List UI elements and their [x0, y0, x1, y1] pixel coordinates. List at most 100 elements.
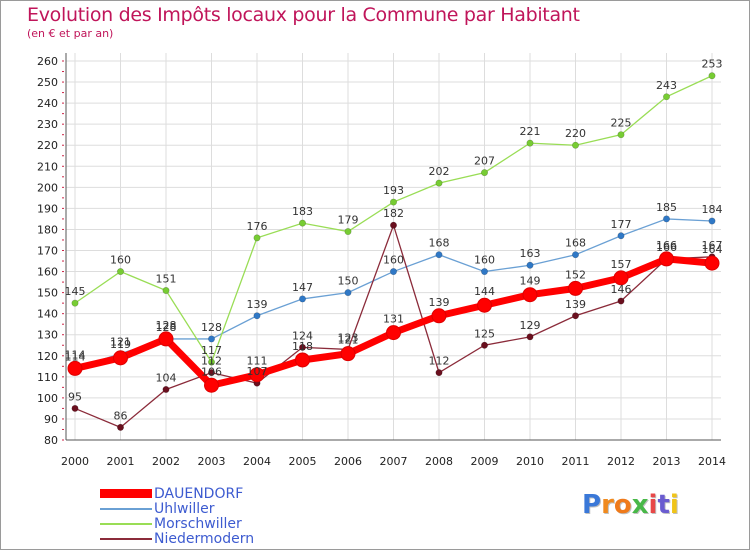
data-label-dauendorf: 157 — [611, 258, 632, 271]
data-point-morschwiller — [435, 179, 443, 187]
data-point-uhlwiller — [480, 268, 488, 276]
data-point-dauendorf — [158, 331, 174, 347]
data-point-morschwiller — [662, 93, 670, 101]
data-point-uhlwiller — [708, 217, 716, 225]
data-point-dauendorf — [431, 308, 447, 324]
legend-swatch-uhlwiller — [100, 508, 152, 510]
data-label-morschwiller: 202 — [429, 165, 450, 178]
data-label-morschwiller: 183 — [292, 205, 313, 218]
data-label-dauendorf: 166 — [656, 239, 677, 252]
data-point-niedermodern — [71, 404, 79, 412]
data-point-dauendorf — [522, 287, 538, 303]
data-point-morschwiller — [571, 141, 579, 149]
data-label-morschwiller: 179 — [338, 214, 359, 227]
data-label-niedermodern: 124 — [292, 329, 313, 342]
data-point-morschwiller — [208, 358, 216, 366]
data-point-morschwiller — [253, 234, 261, 242]
data-label-dauendorf: 119 — [110, 338, 131, 351]
data-point-morschwiller — [71, 299, 79, 307]
data-label-uhlwiller: 114 — [65, 350, 86, 363]
data-label-uhlwiller: 128 — [156, 321, 177, 334]
data-label-uhlwiller: 128 — [201, 321, 222, 334]
y-tick-label: 210 — [37, 160, 58, 173]
data-label-morschwiller: 145 — [65, 285, 86, 298]
data-point-dauendorf — [249, 367, 265, 383]
data-point-niedermodern — [617, 297, 625, 305]
data-point-niedermodern — [571, 312, 579, 320]
data-point-morschwiller — [117, 268, 125, 276]
x-tick-label: 2011 — [562, 455, 590, 468]
data-point-uhlwiller — [617, 232, 625, 240]
x-tick-label: 2012 — [607, 455, 635, 468]
data-point-dauendorf — [659, 251, 674, 267]
y-tick-label: 120 — [37, 350, 58, 363]
data-point-uhlwiller — [253, 312, 261, 320]
x-tick-label: 2004 — [243, 455, 271, 468]
data-point-niedermodern — [162, 385, 170, 393]
data-label-dauendorf: 149 — [520, 275, 541, 288]
y-tick-label: 140 — [37, 308, 58, 321]
y-tick-label: 80 — [44, 434, 58, 447]
logo-letter: x — [631, 490, 649, 520]
data-label-morschwiller: 220 — [565, 127, 586, 140]
logo-letter: P — [582, 490, 602, 520]
data-point-morschwiller — [708, 72, 716, 80]
data-label-niedermodern: 95 — [68, 390, 82, 403]
data-label-uhlwiller: 163 — [520, 247, 541, 260]
data-label-dauendorf: 128 — [156, 319, 177, 332]
chart-subtitle: (en € et par an) — [27, 27, 114, 40]
y-tick-label: 100 — [37, 392, 58, 405]
data-label-uhlwiller: 160 — [474, 254, 495, 267]
y-tick-label: 190 — [37, 202, 58, 215]
legend-swatch-dauendorf — [100, 489, 152, 498]
y-tick-label: 240 — [37, 97, 58, 110]
data-point-morschwiller — [162, 287, 170, 295]
data-label-niedermodern: 112 — [429, 355, 450, 368]
x-tick-label: 2005 — [289, 455, 317, 468]
legend-swatch-niedermodern — [100, 538, 152, 540]
data-label-dauendorf: 114 — [65, 348, 86, 361]
data-label-morschwiller: 225 — [611, 117, 632, 130]
data-point-dauendorf — [568, 280, 583, 296]
logo-letter: i — [648, 490, 658, 520]
data-label-dauendorf: 144 — [474, 285, 495, 298]
data-label-niedermodern: 182 — [383, 207, 404, 220]
x-tick-label: 2009 — [471, 455, 499, 468]
data-label-morschwiller: 207 — [474, 155, 495, 168]
data-label-dauendorf: 111 — [247, 355, 268, 368]
data-point-niedermodern — [298, 343, 306, 351]
data-label-dauendorf: 152 — [565, 268, 586, 281]
data-label-uhlwiller: 139 — [247, 298, 268, 311]
data-label-uhlwiller: 184 — [702, 203, 723, 216]
proxiti-logo: Proxiti — [582, 490, 679, 520]
logo-letter: i — [669, 490, 679, 520]
x-tick-label: 2002 — [152, 455, 180, 468]
logo-letter: o — [613, 490, 632, 520]
data-point-uhlwiller — [298, 295, 306, 303]
data-label-morschwiller: 151 — [156, 273, 177, 286]
y-tick-label: 180 — [37, 223, 58, 236]
chart-title: Evolution des Impôts locaux pour la Comm… — [27, 4, 580, 26]
data-point-dauendorf — [113, 350, 128, 366]
data-label-uhlwiller: 121 — [110, 336, 131, 349]
data-point-uhlwiller — [435, 251, 443, 259]
data-point-uhlwiller — [662, 215, 670, 223]
data-point-uhlwiller — [208, 335, 216, 343]
x-tick-label: 2007 — [380, 455, 408, 468]
logo-letter: t — [657, 490, 670, 520]
y-tick-label: 150 — [37, 287, 58, 300]
data-label-niedermodern: 86 — [114, 409, 128, 422]
y-tick-label: 110 — [37, 371, 58, 384]
data-label-uhlwiller: 168 — [429, 237, 450, 250]
data-label-uhlwiller: 185 — [656, 201, 677, 214]
data-label-morschwiller: 117 — [201, 344, 222, 357]
y-tick-label: 230 — [37, 118, 58, 131]
data-point-dauendorf — [295, 352, 310, 368]
y-tick-label: 220 — [37, 139, 58, 152]
y-tick-label: 260 — [37, 55, 58, 68]
data-label-uhlwiller: 168 — [565, 237, 586, 250]
legend-label-niedermodern: Niedermodern — [154, 531, 255, 547]
data-label-dauendorf: 118 — [292, 340, 313, 353]
data-point-niedermodern — [480, 341, 488, 349]
